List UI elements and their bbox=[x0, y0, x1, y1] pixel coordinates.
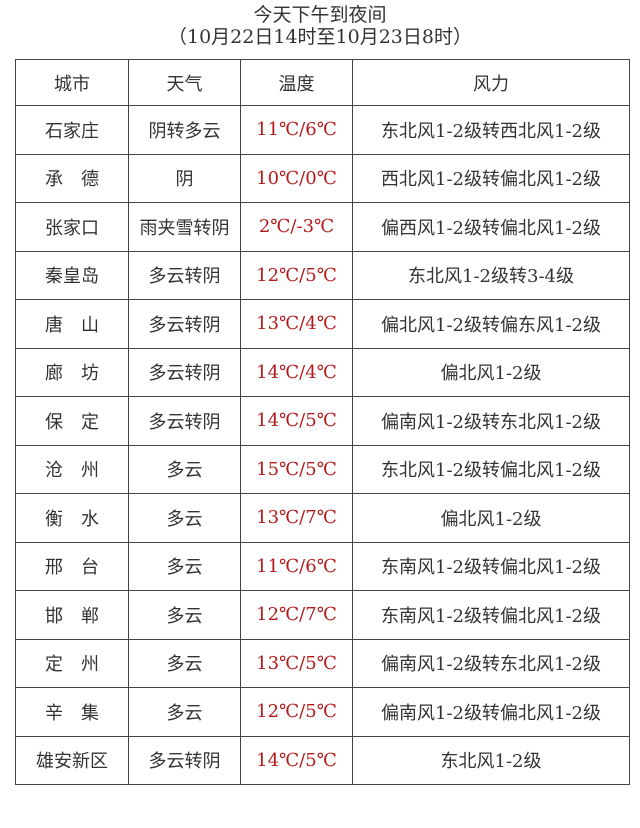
city-cell: 衡 水 bbox=[15, 493, 129, 543]
temp-cell: 2℃/-3℃ bbox=[240, 202, 353, 252]
temp-cell: 14℃/5℃ bbox=[240, 735, 353, 785]
weather-cell: 多云 bbox=[128, 638, 241, 688]
table-row: 邯 郸多云 12℃/7℃ 东南风1-2级转偏北风1-2级 bbox=[15, 590, 630, 640]
weather-cell: 阴 bbox=[128, 153, 241, 203]
table-row: 唐 山多云转阴 13℃/4℃ 偏北风1-2级转偏东风1-2级 bbox=[15, 299, 630, 349]
table-row: 保 定多云转阴 14℃/5℃ 偏南风1-2级转东北风1-2级 bbox=[15, 396, 630, 446]
weather-cell: 雨夹雪转阴 bbox=[128, 202, 241, 252]
temp-cell: 13℃/7℃ bbox=[240, 493, 353, 543]
table-row: 雄安新区 多云转阴 14℃/5℃ 东北风1-2级 bbox=[15, 735, 630, 785]
city-cell: 定 州 bbox=[15, 638, 129, 688]
weather-cell: 多云 bbox=[128, 590, 241, 640]
weather-cell: 多云 bbox=[128, 493, 241, 543]
wind-cell: 东北风1-2级转偏北风1-2级 bbox=[352, 444, 630, 494]
page-subtitle: （10月22日14时至10月23日8时） bbox=[168, 26, 472, 48]
city-cell: 邯 郸 bbox=[15, 590, 129, 640]
city-cell: 张家口 bbox=[15, 202, 129, 252]
table-row: 石家庄 阴转多云 11℃/6℃ 东北风1-2级转西北风1-2级 bbox=[15, 105, 630, 155]
weather-cell: 多云 bbox=[128, 687, 241, 737]
weather-cell: 多云转阴 bbox=[128, 299, 241, 349]
city-cell: 唐 山 bbox=[15, 299, 129, 349]
temp-cell: 15℃/5℃ bbox=[240, 444, 353, 494]
weather-cell: 多云转阴 bbox=[128, 250, 241, 300]
city-cell: 石家庄 bbox=[15, 105, 129, 155]
wind-cell: 西北风1-2级转偏北风1-2级 bbox=[352, 153, 630, 203]
wind-cell: 东南风1-2级转偏北风1-2级 bbox=[352, 541, 630, 591]
header-city: 城市 bbox=[15, 59, 129, 106]
weather-cell: 多云转阴 bbox=[128, 735, 241, 785]
table-row: 辛 集多云 12℃/5℃ 偏南风1-2级转偏北风1-2级 bbox=[15, 687, 630, 737]
temp-cell: 12℃/5℃ bbox=[240, 687, 353, 737]
wind-cell: 东南风1-2级转偏北风1-2级 bbox=[352, 590, 630, 640]
wind-cell: 东北风1-2级转西北风1-2级 bbox=[352, 105, 630, 155]
city-cell: 邢 台 bbox=[15, 541, 129, 591]
wind-cell: 东北风1-2级转3-4级 bbox=[352, 250, 630, 300]
table-row: 承 德阴 10℃/0℃ 西北风1-2级转偏北风1-2级 bbox=[15, 153, 630, 203]
temp-cell: 11℃/6℃ bbox=[240, 105, 353, 155]
weather-cell: 多云 bbox=[128, 444, 241, 494]
city-cell: 秦皇岛 bbox=[15, 250, 129, 300]
wind-cell: 偏西风1-2级转偏北风1-2级 bbox=[352, 202, 630, 252]
wind-cell: 偏南风1-2级转偏北风1-2级 bbox=[352, 687, 630, 737]
wind-cell: 偏北风1-2级转偏东风1-2级 bbox=[352, 299, 630, 349]
temp-cell: 12℃/5℃ bbox=[240, 250, 353, 300]
forecast-table: 城市 天气 温度 风力 石家庄 阴转多云 11℃/6℃ 东北风1-2级转西北风1-2级… bbox=[15, 59, 630, 785]
page-title: 今天下午到夜间 bbox=[253, 4, 387, 26]
temp-cell: 13℃/5℃ bbox=[240, 638, 353, 688]
temp-cell: 14℃/5℃ bbox=[240, 396, 353, 446]
city-cell: 辛 集 bbox=[15, 687, 129, 737]
table-row: 邢 台多云 11℃/6℃ 东南风1-2级转偏北风1-2级 bbox=[15, 541, 630, 591]
table-row: 衡 水多云 13℃/7℃ 偏北风1-2级 bbox=[15, 493, 630, 543]
temp-cell: 14℃/4℃ bbox=[240, 347, 353, 397]
temp-cell: 11℃/6℃ bbox=[240, 541, 353, 591]
table-row: 定 州多云 13℃/5℃ 偏南风1-2级转东北风1-2级 bbox=[15, 638, 630, 688]
city-cell: 承 德 bbox=[15, 153, 129, 203]
weather-cell: 多云转阴 bbox=[128, 347, 241, 397]
table-row: 秦皇岛 多云转阴 12℃/5℃ 东北风1-2级转3-4级 bbox=[15, 250, 630, 300]
city-cell: 雄安新区 bbox=[15, 735, 129, 785]
temp-cell: 13℃/4℃ bbox=[240, 299, 353, 349]
weather-cell: 阴转多云 bbox=[128, 105, 241, 155]
table-row: 张家口 雨夹雪转阴 2℃/-3℃ 偏西风1-2级转偏北风1-2级 bbox=[15, 202, 630, 252]
city-cell: 沧 州 bbox=[15, 444, 129, 494]
wind-cell: 偏北风1-2级 bbox=[352, 347, 630, 397]
header-wind: 风力 bbox=[352, 59, 630, 106]
table-header-row: 城市 天气 温度 风力 bbox=[15, 59, 630, 106]
wind-cell: 偏北风1-2级 bbox=[352, 493, 630, 543]
wind-cell: 偏南风1-2级转东北风1-2级 bbox=[352, 396, 630, 446]
city-cell: 保 定 bbox=[15, 396, 129, 446]
wind-cell: 偏南风1-2级转东北风1-2级 bbox=[352, 638, 630, 688]
header-weather: 天气 bbox=[128, 59, 241, 106]
header-temp: 温度 bbox=[240, 59, 353, 106]
temp-cell: 10℃/0℃ bbox=[240, 153, 353, 203]
weather-cell: 多云 bbox=[128, 541, 241, 591]
table-row: 廊 坊多云转阴 14℃/4℃ 偏北风1-2级 bbox=[15, 347, 630, 397]
temp-cell: 12℃/7℃ bbox=[240, 590, 353, 640]
weather-cell: 多云转阴 bbox=[128, 396, 241, 446]
table-row: 沧 州多云 15℃/5℃ 东北风1-2级转偏北风1-2级 bbox=[15, 444, 630, 494]
wind-cell: 东北风1-2级 bbox=[352, 735, 630, 785]
city-cell: 廊 坊 bbox=[15, 347, 129, 397]
